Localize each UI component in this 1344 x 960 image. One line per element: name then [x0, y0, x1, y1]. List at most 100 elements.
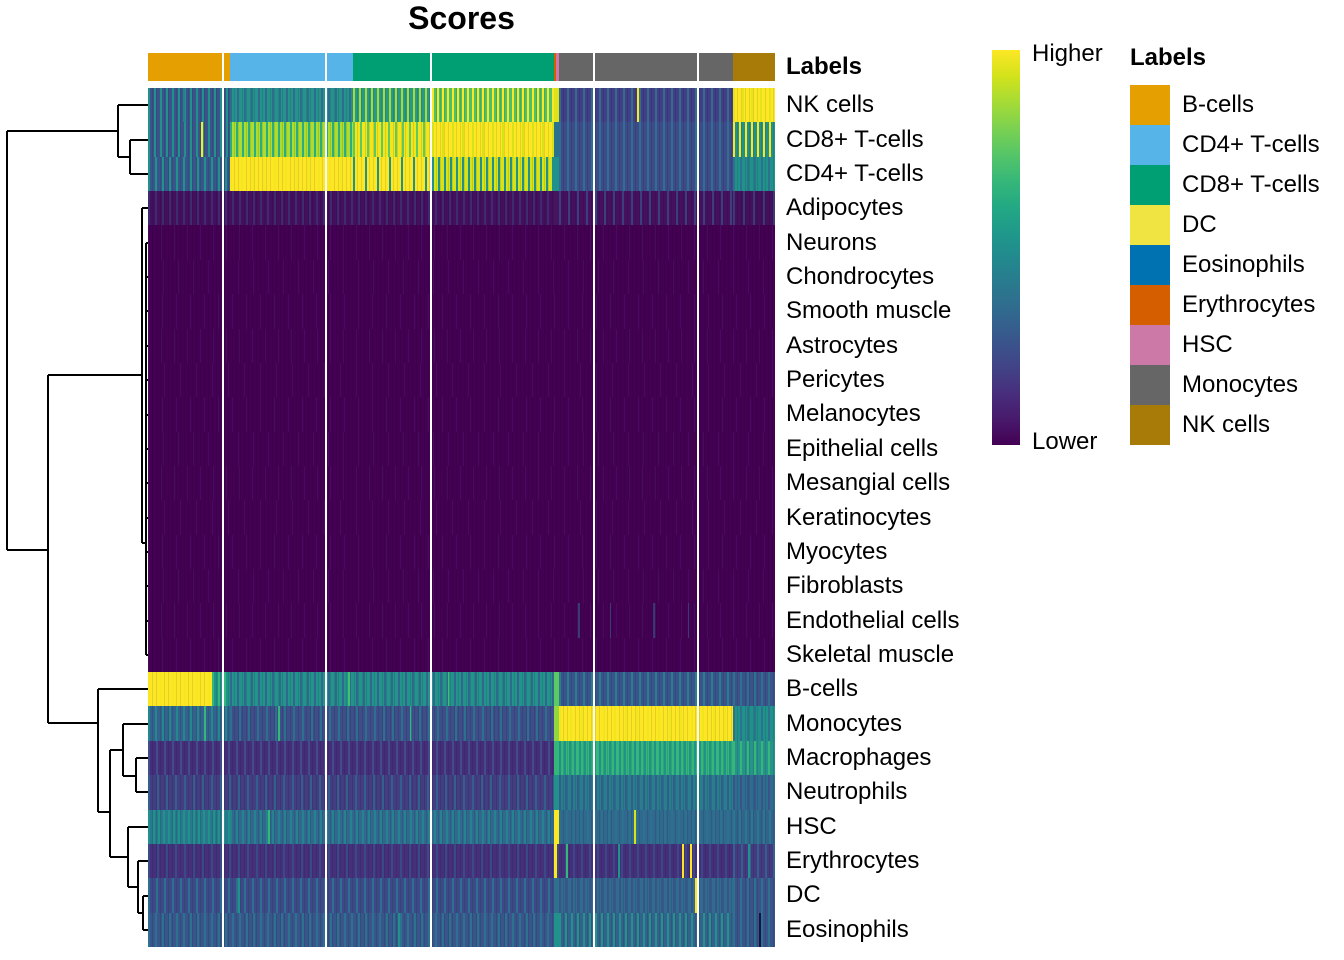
legend-swatch-b-cells: [1130, 85, 1170, 125]
heatmap-cell-block: [554, 88, 559, 123]
heatmap-cell-block: [559, 156, 733, 192]
heatmap-cell-block: [148, 740, 554, 776]
legend-label-monocytes: Monocytes: [1182, 371, 1299, 398]
heatmap-row-epithelial-cells: [148, 431, 775, 466]
row-label-monocytes: Monocytes: [786, 709, 903, 737]
heatmap-cell-block: [554, 191, 559, 226]
heatmap-grid: [148, 88, 775, 947]
heatmap-fleck: [238, 878, 240, 913]
heatmap-fleck: [748, 843, 750, 879]
heatmap-cell-block: [557, 843, 733, 879]
column-annotation-title: Labels: [786, 53, 863, 80]
heatmap-cell-block: [148, 431, 775, 466]
heatmap-fleck: [398, 912, 400, 947]
heatmap-fleck: [278, 706, 280, 741]
heatmap-cell-block: [733, 878, 775, 913]
heatmap-cell-block: [230, 809, 554, 844]
page-title: Scores: [408, 0, 515, 36]
heatmap-cell-block: [212, 672, 230, 707]
row-label-neurons: Neurons: [786, 228, 877, 256]
legend-label-erythrocytes: Erythrocytes: [1182, 291, 1316, 318]
heatmap-cell-block: [148, 672, 212, 707]
heatmap-fleck: [618, 843, 620, 879]
heatmap-cell-block: [148, 809, 230, 844]
heatmap-cell-block: [559, 809, 733, 844]
heatmap-cell-block: [733, 122, 775, 157]
row-label-fibroblasts: Fibroblasts: [786, 572, 904, 600]
heatmap-cell-block: [148, 534, 775, 570]
scale-label-lower: Lower: [1032, 428, 1098, 455]
heatmap-fleck: [578, 603, 580, 638]
heatmap-fleck: [183, 88, 185, 123]
color-scale-gradient: [992, 50, 1020, 445]
heatmap-cell-block: [148, 88, 230, 123]
heatmap-fleck: [348, 672, 350, 707]
annotation-segment-monocytes: [559, 53, 733, 81]
heatmap-cell-block: [733, 775, 775, 810]
heatmap-row-astrocytes: [148, 328, 775, 363]
heatmap-fleck: [448, 672, 449, 707]
row-label-hsc: HSC: [786, 812, 837, 840]
column-separator: [222, 53, 224, 947]
heatmap-cell-block: [554, 706, 559, 741]
heatmap-row-pericytes: [148, 362, 775, 398]
heatmap-cell-block: [230, 88, 353, 123]
row-label-smooth-muscle: Smooth muscle: [786, 297, 952, 325]
heatmap-cell-block: [148, 912, 554, 947]
column-separator: [593, 53, 595, 947]
heatmap-cell-block: [148, 294, 775, 329]
legend-swatch-monocytes: [1130, 365, 1170, 405]
heatmap-cell-block: [554, 809, 559, 844]
heatmap-cell-block: [559, 878, 733, 913]
legend-label-hsc: HSC: [1182, 331, 1233, 358]
heatmap-fleck: [759, 912, 761, 947]
heatmap-cell-block: [148, 225, 775, 260]
legend-label-b-cells: B-cells: [1182, 91, 1255, 118]
annotation-segment-hsc: [556, 53, 559, 81]
heatmap-cell-block: [733, 191, 775, 226]
heatmap-row-monocytes: [148, 706, 775, 741]
row-label-eosinophils: Eosinophils: [786, 915, 909, 943]
legend-swatch-erythrocytes: [1130, 285, 1170, 325]
annotation-segment-erythrocytes: [554, 53, 556, 81]
heatmap-cell-block: [148, 843, 554, 879]
heatmap-cell-block: [148, 569, 775, 604]
row-label-adipocytes: Adipocytes: [786, 194, 904, 222]
legend-swatch-eosinophils: [1130, 245, 1170, 285]
heatmap-cell-block: [148, 156, 230, 192]
legend-label-dc: DC: [1182, 211, 1217, 238]
heatmap-cell-block: [554, 122, 559, 157]
annotation-segment-cd4-t-cells: [230, 53, 353, 81]
row-label-skeletal-muscle: Skeletal muscle: [786, 640, 955, 668]
heatmap-row-adipocytes: [148, 191, 775, 226]
row-label-cd4-t-cells: CD4+ T-cells: [786, 159, 924, 187]
scale-label-higher: Higher: [1032, 40, 1103, 67]
legend-label-cd4-t-cells: CD4+ T-cells: [1182, 131, 1320, 158]
heatmap-row-cd4-t-cells: [148, 156, 775, 192]
heatmap-cell-block: [148, 362, 775, 398]
legend-swatch-cd8-t-cells: [1130, 165, 1170, 205]
heatmap-row-endothelial-cells: [148, 603, 775, 638]
heatmap-row-dc: [148, 878, 775, 913]
row-label-cd8-t-cells: CD8+ T-cells: [786, 125, 924, 153]
heatmap-fleck: [634, 809, 636, 844]
heatmap-fleck: [610, 603, 611, 638]
legend-label-nk-cells: NK cells: [1182, 411, 1271, 438]
row-label-epithelial-cells: Epithelial cells: [786, 434, 939, 462]
heatmap-fleck: [695, 878, 697, 913]
heatmap-cell-block: [353, 156, 432, 192]
heatmap-cell-block: [148, 465, 775, 501]
heatmap-cell-block: [230, 156, 353, 192]
heatmap-cell-block: [148, 878, 554, 913]
heatmap-row-chondrocytes: [148, 259, 775, 295]
legend-label-cd8-t-cells: CD8+ T-cells: [1182, 171, 1320, 198]
annotation-segment-b-cells: [148, 53, 230, 81]
heatmap-cell-block: [733, 809, 775, 844]
heatmap-row-erythrocytes: [148, 843, 775, 879]
row-label-nk-cells: NK cells: [786, 91, 875, 119]
annotation-segment-nk-cells: [733, 53, 775, 81]
heatmap-row-b-cells: [148, 672, 775, 707]
heatmap-cell-block: [559, 672, 733, 707]
heatmap-fleck: [566, 843, 568, 879]
heatmap-row-neutrophils: [148, 775, 775, 810]
